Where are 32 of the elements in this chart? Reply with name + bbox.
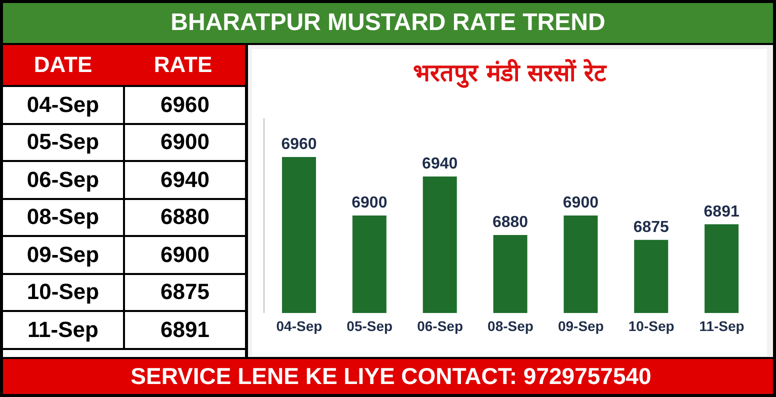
data-label: 6900 — [352, 194, 388, 212]
category-label: 09-Sep — [3, 237, 125, 272]
category-label: 10-Sep — [3, 274, 125, 310]
data-label: 6900 — [562, 194, 599, 212]
chart-title: BHARATPUR MUSTARD RATE TREND — [3, 3, 773, 45]
x-tick-label: 04-Sep — [276, 318, 322, 334]
data-label: 6940 — [160, 166, 210, 193]
x-tick-label: 06-Sep — [417, 318, 464, 334]
data-label: 6875 — [633, 218, 670, 236]
data-label: 6900 — [160, 242, 210, 268]
x-tick-label: 09-Sep — [558, 318, 604, 334]
data-label: 6891 — [160, 316, 210, 343]
category-label: 08-Sep — [3, 200, 125, 235]
data-label: 6880 — [160, 204, 210, 230]
text: SERVICE LENE KE LIYE CONTACT: 9729757540 — [130, 363, 652, 390]
category-label: 06-Sep — [3, 162, 125, 198]
chart-subtitle: भरतपुर मंडी सरसों रेट — [412, 58, 608, 88]
x-tick-label: 05-Sep — [346, 318, 393, 334]
text: RATE — [152, 52, 214, 78]
data-label: 6960 — [281, 136, 317, 153]
x-tick-label: 11-Sep — [699, 318, 744, 334]
x-tick-label: 08-Sep — [488, 318, 534, 334]
category-label: 05-Sep — [3, 124, 125, 160]
data-label: 6960 — [160, 92, 210, 118]
data-label: 6891 — [704, 203, 740, 220]
data-label: 6900 — [160, 129, 210, 156]
text: DATE — [32, 52, 94, 78]
data-label: 6940 — [422, 156, 458, 172]
data-label: 6880 — [492, 214, 528, 231]
x-tick-label: 10-Sep — [628, 318, 674, 334]
data-label: 6875 — [160, 279, 210, 306]
category-label: 04-Sep — [3, 87, 125, 122]
